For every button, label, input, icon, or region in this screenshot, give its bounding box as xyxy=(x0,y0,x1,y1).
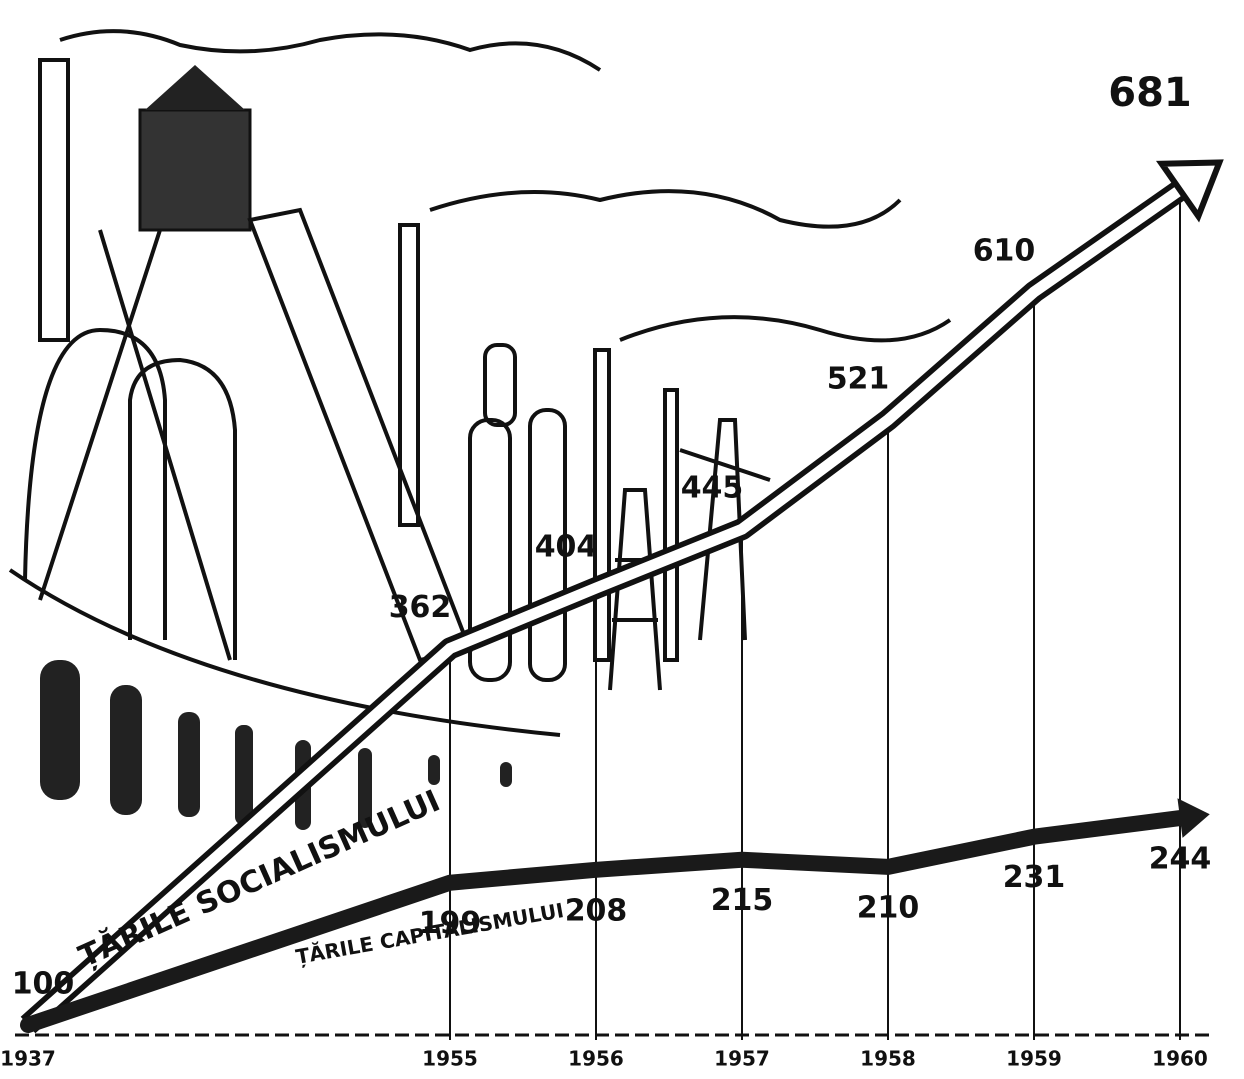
data-label: 100 xyxy=(12,967,75,1002)
data-label: 610 xyxy=(973,234,1036,269)
arrow-head xyxy=(1155,159,1224,223)
x-tick-label: 1937 xyxy=(0,1047,56,1071)
data-label: 404 xyxy=(535,530,598,565)
data-label: 521 xyxy=(827,361,890,396)
data-label: 215 xyxy=(711,883,774,918)
arrow-head xyxy=(1177,798,1210,838)
data-label: 681 xyxy=(1108,70,1192,116)
factory-illustration xyxy=(8,29,952,830)
data-label: 244 xyxy=(1149,842,1212,877)
x-tick-label: 1960 xyxy=(1152,1047,1208,1071)
line xyxy=(20,810,1188,1033)
data-label: 445 xyxy=(681,471,744,506)
x-tick-label: 1956 xyxy=(568,1047,624,1071)
data-label: 362 xyxy=(389,590,452,625)
data-label: 208 xyxy=(565,893,628,928)
data-label: 210 xyxy=(857,890,920,925)
data-label: 231 xyxy=(1003,860,1066,895)
x-tick-label: 1957 xyxy=(714,1047,770,1071)
line xyxy=(24,185,1184,1030)
x-tick-label: 1959 xyxy=(1006,1047,1062,1071)
data-label: 199 xyxy=(419,906,482,941)
x-tick-label: 1955 xyxy=(422,1047,478,1071)
x-tick-label: 1958 xyxy=(860,1047,916,1071)
